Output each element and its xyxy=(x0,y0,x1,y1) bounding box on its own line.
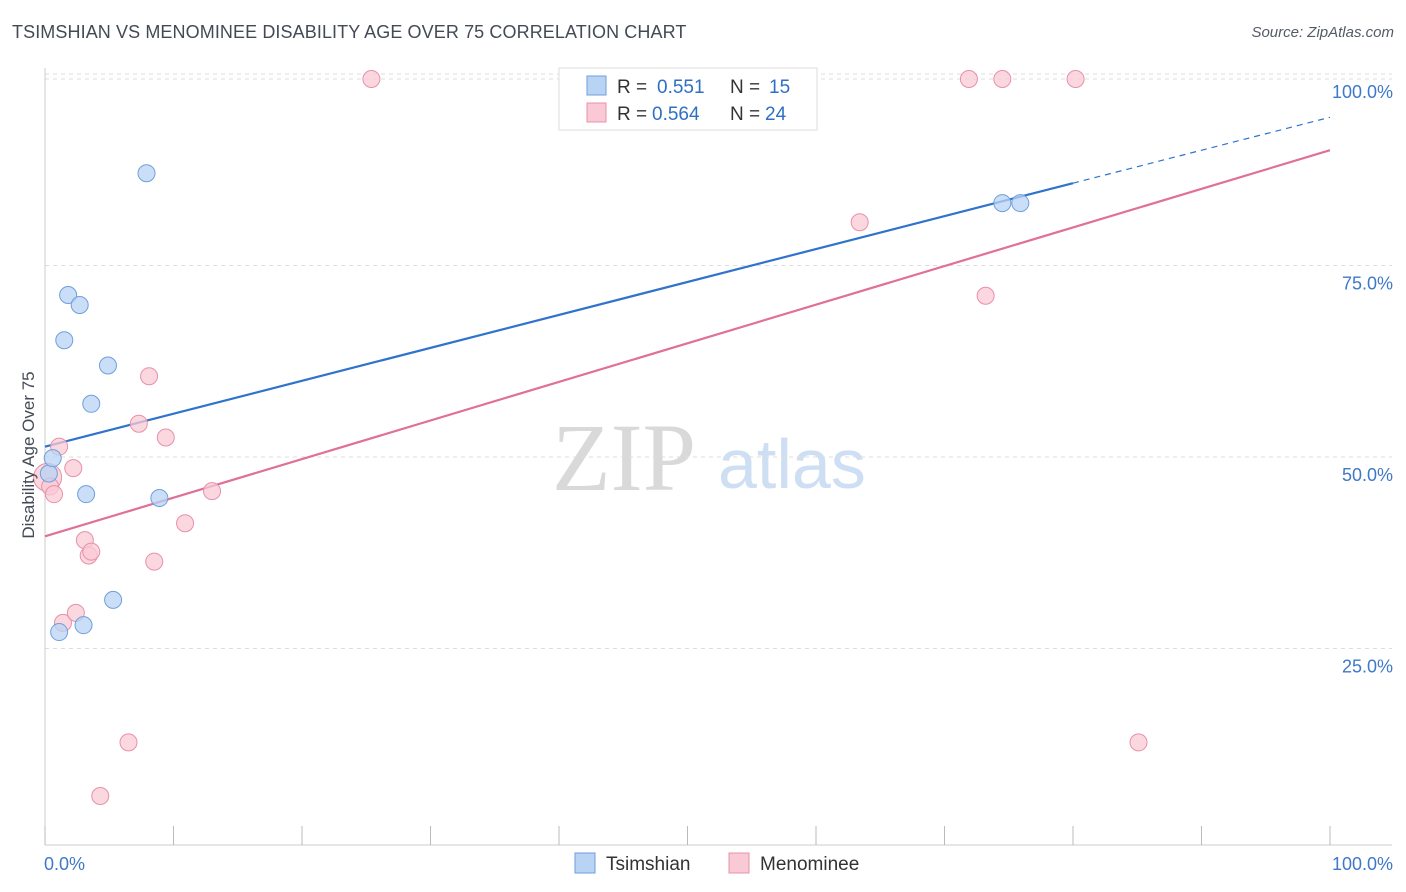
trendline-tsimshian-extension xyxy=(1072,116,1331,184)
y-tick-label: 100.0% xyxy=(1332,82,1393,102)
bottom-legend: Tsimshian Menominee xyxy=(574,852,859,875)
point-menominee xyxy=(140,367,159,386)
point-tsimshian xyxy=(70,295,89,314)
legend: R = 0.551 N = 15 R = 0.564 N = 24 xyxy=(558,67,818,131)
legend-n-value-1: 15 xyxy=(769,77,790,98)
point-menominee xyxy=(850,213,869,232)
point-menominee xyxy=(44,485,63,504)
point-tsimshian xyxy=(50,623,69,642)
point-tsimshian xyxy=(82,394,101,413)
legend-r-value-2: 0.564 xyxy=(652,104,700,125)
legend-r-label-1: R = xyxy=(617,77,647,98)
point-menominee xyxy=(993,70,1012,88)
point-menominee xyxy=(203,482,222,501)
chart-title: TSIMSHIAN VS MENOMINEE DISABILITY AGE OV… xyxy=(12,22,687,42)
point-tsimshian xyxy=(59,286,78,305)
bottom-legend-tsimshian: Tsimshian xyxy=(606,854,690,875)
point-menominee xyxy=(176,514,195,533)
point-tsimshian xyxy=(74,616,93,635)
point-tsimshian xyxy=(39,464,58,483)
point-menominee xyxy=(82,542,101,561)
point-tsimshian xyxy=(1011,194,1030,213)
point-tsimshian xyxy=(993,194,1012,213)
legend-n-label-2: N = xyxy=(730,104,760,125)
point-menominee xyxy=(129,414,148,433)
legend-r-label-2: R = xyxy=(617,104,647,125)
point-tsimshian xyxy=(55,331,74,350)
points-layer xyxy=(33,70,1148,805)
watermark-atlas: atlas xyxy=(718,425,866,503)
y-tick-label: 25.0% xyxy=(1342,657,1393,677)
point-menominee xyxy=(976,286,995,305)
trendline-menominee xyxy=(44,149,1331,538)
point-menominee xyxy=(119,733,138,752)
legend-r-value-1: 0.551 xyxy=(657,77,705,98)
x-tick-label: 100.0% xyxy=(1332,854,1393,874)
bottom-legend-swatch-tsimshian xyxy=(574,852,596,874)
point-menominee xyxy=(1066,70,1085,88)
point-tsimshian xyxy=(150,489,169,508)
point-menominee xyxy=(362,70,381,88)
source-label: Source: ZipAtlas.com xyxy=(1251,24,1394,41)
legend-n-label-1: N = xyxy=(730,77,760,98)
point-tsimshian xyxy=(77,485,96,504)
y-axis-label: Disability Age Over 75 xyxy=(19,371,38,538)
point-menominee xyxy=(959,70,978,88)
x-tick-label: 0.0% xyxy=(44,854,85,874)
grid-layer xyxy=(45,73,1392,649)
legend-n-value-2: 24 xyxy=(765,104,787,125)
point-menominee xyxy=(1129,733,1148,752)
point-tsimshian xyxy=(43,449,62,468)
legend-swatch-menominee xyxy=(586,102,607,123)
point-tsimshian xyxy=(104,590,123,609)
axis-layer: 25.0% 50.0% 75.0% 100.0% 0.0% 100.0% xyxy=(44,68,1393,874)
point-menominee xyxy=(145,552,164,571)
bottom-legend-swatch-menominee xyxy=(728,852,750,874)
point-tsimshian xyxy=(98,356,117,375)
legend-swatch-tsimshian xyxy=(586,75,607,96)
point-menominee xyxy=(156,428,175,447)
point-menominee xyxy=(91,786,110,805)
trendline-tsimshian xyxy=(44,182,1074,448)
point-tsimshian xyxy=(137,164,156,183)
bottom-legend-menominee: Menominee xyxy=(760,854,859,875)
y-tick-label: 75.0% xyxy=(1342,274,1393,294)
y-tick-label: 50.0% xyxy=(1342,465,1393,485)
trend-layer xyxy=(44,116,1331,538)
point-menominee xyxy=(64,459,83,478)
